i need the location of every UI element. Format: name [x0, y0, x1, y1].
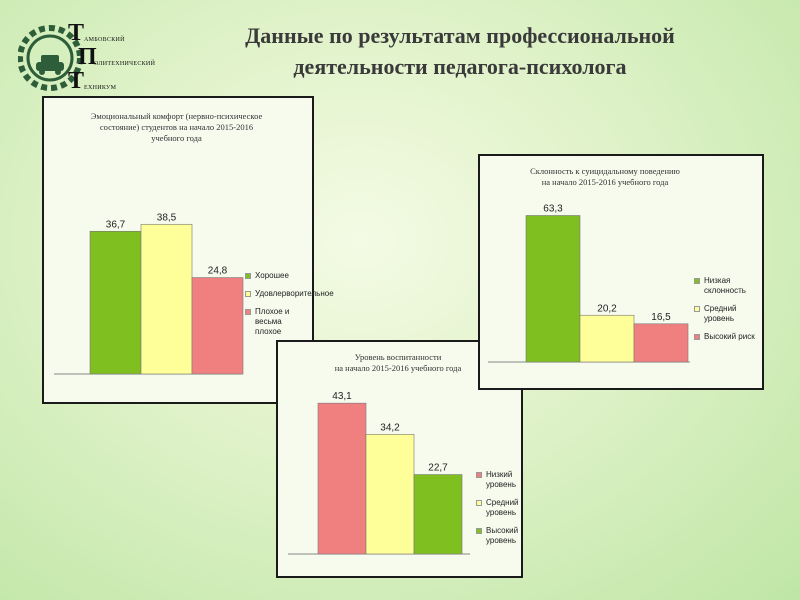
legend-swatch [694, 306, 700, 312]
chart-title-line: учебного года [151, 133, 202, 143]
legend-entry: Высокий риск [694, 332, 764, 342]
legend-entry: Удовлерворительное [245, 289, 334, 299]
data-label: 22,7 [428, 463, 448, 474]
legend-entry: Высокий уровень [476, 526, 524, 546]
chart-suicidal-tendency: Склонность к суицидальному поведению на … [478, 154, 764, 390]
chart-legend: Низкая склонность Средний уровень Высокий … [694, 276, 764, 350]
legend-swatch [245, 309, 251, 315]
data-label: 24,8 [208, 266, 228, 277]
chart-plot: 43,1 34,2 22,7 [288, 391, 470, 555]
bar-1 [89, 230, 142, 375]
legend-swatch [694, 334, 700, 340]
data-label: 20,2 [597, 303, 617, 314]
legend-label: Удовлерворительное [255, 289, 334, 298]
legend-swatch [245, 291, 251, 297]
chart-title-line: Уровень воспитанности [354, 352, 442, 362]
data-label: 63,3 [543, 204, 563, 215]
chart-title: Уровень воспитанности на начало 2015-201… [308, 352, 488, 374]
data-label: 36,7 [106, 219, 126, 230]
legend-entry: Низкий уровень [476, 470, 524, 490]
legend-label: Низкий уровень [486, 470, 517, 489]
bar-1 [317, 402, 367, 555]
legend-label: Средний уровень [704, 304, 737, 323]
page-title: Данные по результатам профессиональной д… [150, 20, 770, 82]
bar-1 [525, 215, 581, 363]
page-title-line-1: Данные по результатам профессиональной [245, 23, 675, 48]
chart-title-line: Склонность к суицидальному поведению [530, 166, 680, 176]
logo-letter-2: П [78, 44, 97, 70]
legend-label: Средний уровень [486, 498, 519, 517]
legend-entry: Средний уровень [694, 304, 764, 324]
page-title-line-2: деятельности педагога-психолога [293, 54, 627, 79]
legend-label: Высокий уровень [486, 526, 519, 545]
legend-swatch [476, 500, 482, 506]
chart-title-line: Эмоциональный комфорт (нервно-психическо… [90, 111, 263, 121]
legend-swatch [476, 472, 482, 478]
legend-swatch [694, 278, 700, 284]
logo-letter-1: Т [68, 20, 85, 46]
bar-2 [579, 314, 635, 363]
legend-entry: Плохое и весьма плохое [245, 307, 315, 337]
data-label: 34,2 [380, 422, 400, 433]
legend-swatch [245, 273, 251, 279]
chart-legend: Хорошее Удовлерворительное Плохое и весьма… [245, 271, 334, 345]
chart-title: Эмоциональный комфорт (нервно-психическо… [64, 111, 289, 144]
legend-label: Хорошее [255, 271, 289, 280]
bar-2 [140, 223, 193, 375]
bar-3 [633, 323, 689, 363]
logo-word-2: ОЛИТЕХНИЧЕСКИЙ [94, 61, 156, 67]
data-label: 43,1 [332, 391, 352, 402]
legend-entry: Низкая склонность [694, 276, 764, 296]
legend-swatch [476, 528, 482, 534]
legend-entry: Хорошее [245, 271, 315, 281]
legend-label: Плохое и весьма плохое [255, 307, 290, 336]
chart-title-line: на начало 2015-2016 учебного года [541, 177, 669, 187]
chart-legend: Низкий уровень Средний уровень Высокий уро… [476, 470, 524, 554]
logo-letter-3: Т [68, 68, 85, 94]
college-logo: Т АМБОВСКИЙ П ОЛИТЕХНИЧЕСКИЙ Т ЕХНИКУМ [18, 18, 155, 96]
data-label: 16,5 [651, 312, 671, 323]
data-label: 38,5 [157, 212, 177, 223]
bar-3 [191, 277, 244, 375]
gear-icon [18, 25, 83, 91]
logo-word-1: АМБОВСКИЙ [84, 37, 125, 43]
chart-emotional-comfort: Эмоциональный комфорт (нервно-психическо… [42, 96, 334, 404]
chart-title: Склонность к суицидальному поведению на … [505, 166, 705, 188]
chart-plot: 36,7 38,5 24,8 [54, 212, 244, 375]
logo-word-3: ЕХНИКУМ [84, 85, 117, 91]
chart-title-line: на начало 2015-2016 учебного года [334, 363, 462, 373]
chart-plot: 63,3 20,2 16,5 [488, 204, 690, 363]
bar-2 [365, 434, 415, 555]
legend-entry: Средний уровень [476, 498, 524, 518]
legend-label: Высокий риск [704, 332, 755, 341]
bar-3 [413, 474, 463, 555]
chart-title-line: состояние) студентов на начало 2015-2016 [99, 122, 254, 132]
legend-label: Низкая склонность [704, 276, 746, 295]
